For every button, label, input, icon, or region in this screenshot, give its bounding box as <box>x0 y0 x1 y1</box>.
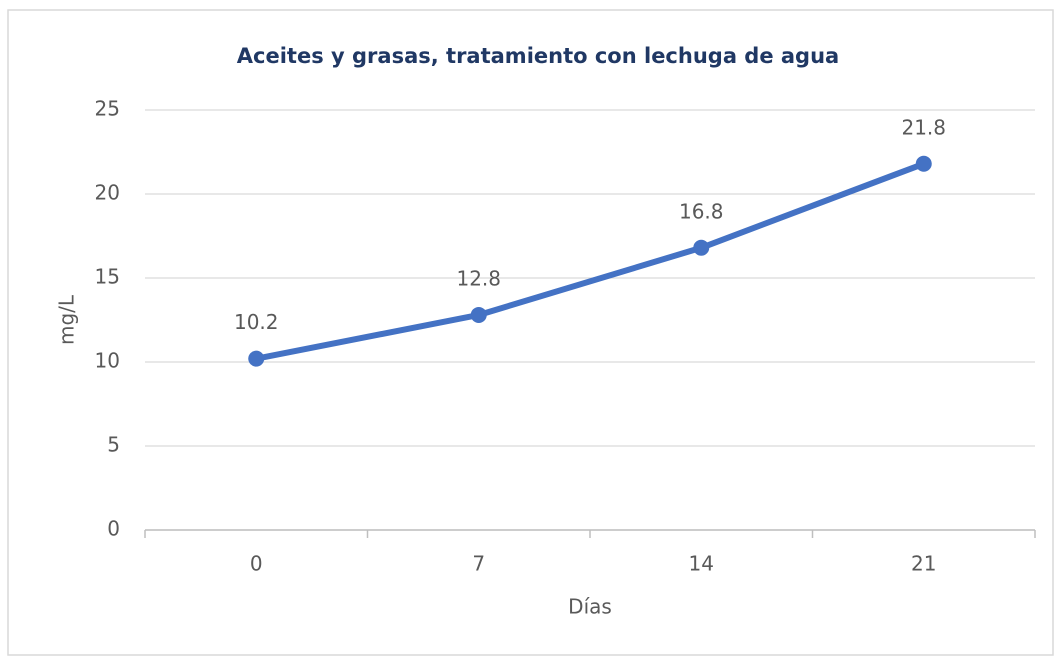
line <box>253 160 927 362</box>
marker <box>915 155 932 172</box>
marker <box>693 239 710 256</box>
data-label: 16.8 <box>679 199 724 223</box>
marker <box>248 350 265 367</box>
y-tick-label: 5 <box>107 433 120 457</box>
x-tick-label: 21 <box>911 552 936 576</box>
chart-title: Aceites y grasas, tratamiento con lechug… <box>237 44 839 68</box>
data-label: 21.8 <box>901 115 946 139</box>
x-axis-label: Días <box>568 595 612 619</box>
x-tick-label: 14 <box>689 552 714 576</box>
chart-border <box>7 9 1054 656</box>
x-tick-label: 7 <box>472 552 485 576</box>
y-axis-label: mg/L <box>55 294 79 345</box>
data-label: 12.8 <box>456 266 501 290</box>
y-tick-label: 15 <box>95 265 120 289</box>
y-tick-label: 25 <box>95 97 120 121</box>
marker <box>470 306 487 323</box>
y-tick-label: 20 <box>95 181 120 205</box>
x-tick-label: 0 <box>250 552 263 576</box>
data-label: 10.2 <box>234 310 279 334</box>
y-tick-label: 0 <box>107 517 120 541</box>
y-tick-label: 10 <box>95 349 120 373</box>
